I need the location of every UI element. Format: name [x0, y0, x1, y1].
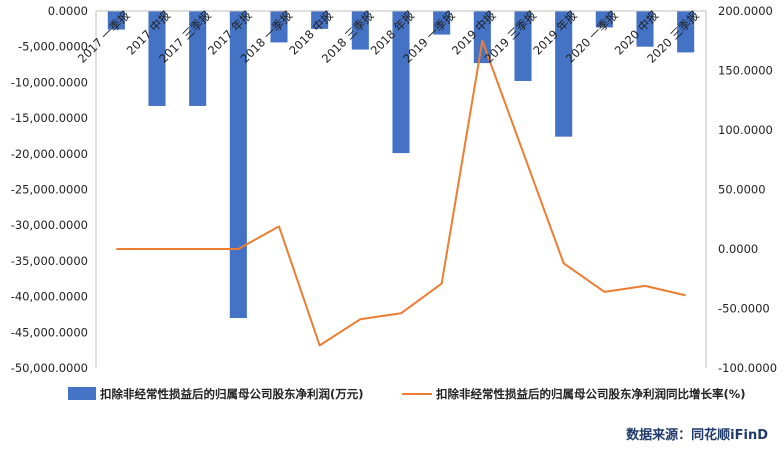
legend: 扣除非经常性损益后的归属母公司股东净利润(万元) 扣除非经常性损益后的归属母公司… — [68, 387, 746, 401]
left-tick-label: -20,000.0000 — [11, 147, 88, 161]
right-tick-label: 50.0000 — [718, 183, 766, 197]
left-tick-label: -10,000.0000 — [11, 75, 88, 89]
legend-bar-label: 扣除非经常性损益后的归属母公司股东净利润(万元) — [100, 387, 364, 401]
bar-6 — [351, 11, 369, 50]
right-tick-label: -50.0000 — [718, 302, 770, 316]
left-tick-label: -30,000.0000 — [11, 218, 88, 232]
left-tick-label: 0.0000 — [48, 4, 88, 18]
right-axis-ticks: 200.0000 150.0000 100.0000 50.0000 0.0000 -50… — [718, 4, 777, 375]
right-tick-label: 0.0000 — [718, 242, 758, 256]
bar-11 — [555, 11, 573, 137]
left-tick-label: -45,000.0000 — [11, 325, 88, 339]
bar-4 — [270, 11, 288, 43]
bar-8 — [433, 11, 451, 35]
bar-14 — [677, 11, 695, 53]
legend-bar-swatch — [68, 387, 96, 400]
left-tick-label: -50,000.0000 — [11, 361, 88, 375]
right-tick-label: 200.0000 — [718, 4, 773, 18]
left-tick-label: -5,000.0000 — [18, 40, 88, 54]
left-axis-ticks: 0.0000 -5,000.0000 -10,000.0000 -15,000.000… — [11, 4, 88, 375]
bar-12 — [595, 11, 613, 28]
right-tick-label: -100.0000 — [718, 361, 777, 375]
left-tick-label: -40,000.0000 — [11, 290, 88, 304]
bar-0 — [107, 11, 125, 30]
left-tick-label: -35,000.0000 — [11, 254, 88, 268]
legend-line-label: 扣除非经常性损益后的归属母公司股东净利润同比增长率(%) — [436, 387, 746, 401]
line-series — [116, 39, 686, 347]
bar-series — [107, 11, 695, 319]
bar-7 — [392, 11, 410, 154]
bar-1 — [148, 11, 166, 106]
right-tick-label: 100.0000 — [718, 123, 773, 137]
bar-13 — [636, 11, 654, 47]
bar-10 — [514, 11, 532, 81]
growth-rate-line — [116, 39, 686, 347]
right-tick-label: 150.0000 — [718, 64, 773, 78]
bar-2 — [189, 11, 207, 106]
data-source-label: 数据来源：同花顺iFinD — [626, 427, 768, 443]
axes — [95, 10, 707, 368]
left-tick-label: -15,000.0000 — [11, 111, 88, 125]
bar-5 — [311, 11, 329, 29]
left-tick-label: -25,000.0000 — [11, 183, 88, 197]
bar-3 — [229, 11, 247, 319]
